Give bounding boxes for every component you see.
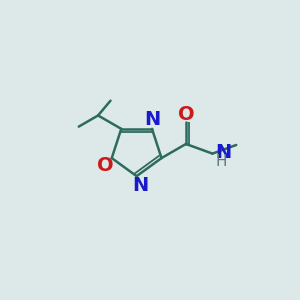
Text: N: N	[215, 142, 232, 162]
Text: O: O	[178, 105, 194, 124]
Text: N: N	[144, 110, 160, 129]
Text: N: N	[132, 176, 148, 195]
Text: O: O	[98, 156, 114, 175]
Text: H: H	[215, 154, 227, 169]
